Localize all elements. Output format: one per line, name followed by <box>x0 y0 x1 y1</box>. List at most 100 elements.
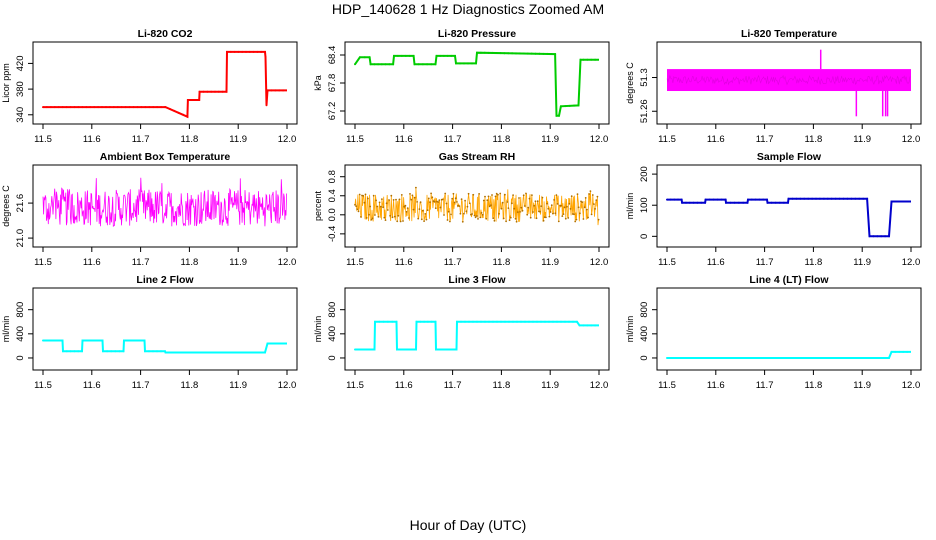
data-point <box>377 215 380 218</box>
data-point <box>378 320 381 323</box>
data-point <box>135 339 138 342</box>
data-point <box>221 90 224 93</box>
data-point <box>407 348 410 351</box>
x-tick-label: 11.8 <box>493 257 511 268</box>
x-tick-label: 11.6 <box>83 134 101 145</box>
data-point <box>519 211 521 213</box>
y-axis-label: kPa <box>313 75 323 91</box>
x-tick-label: 11.9 <box>541 257 559 268</box>
data-point <box>898 350 901 353</box>
data-point <box>554 53 557 56</box>
data-point <box>148 106 151 109</box>
data-point <box>160 350 162 353</box>
data-point <box>815 197 817 200</box>
x-tick-label: 12.0 <box>902 134 921 145</box>
data-point <box>363 56 366 59</box>
data-point <box>444 192 447 195</box>
data-point <box>749 357 752 359</box>
data-point <box>404 204 407 207</box>
data-point <box>430 320 433 323</box>
data-point <box>256 50 259 53</box>
data-point <box>404 54 407 57</box>
data-point <box>564 320 566 323</box>
data-point <box>42 339 44 342</box>
data-point <box>560 204 562 207</box>
data-point <box>569 208 572 210</box>
data-point <box>93 106 96 109</box>
data-point <box>567 217 570 219</box>
data-point <box>190 99 193 101</box>
data-point <box>836 357 839 359</box>
series-line <box>354 187 599 226</box>
data-point <box>782 201 785 204</box>
data-point <box>487 51 490 54</box>
data-point <box>224 351 227 354</box>
data-point <box>402 220 404 222</box>
data-point <box>504 193 506 196</box>
data-point <box>186 99 189 101</box>
data-point <box>460 198 463 201</box>
data-point <box>423 220 425 223</box>
data-point <box>216 351 219 354</box>
data-point <box>373 348 376 351</box>
data-point <box>840 357 843 359</box>
data-point <box>412 208 415 211</box>
data-point <box>476 51 478 54</box>
data-point <box>898 200 901 203</box>
x-tick-label: 11.5 <box>346 380 364 391</box>
data-point <box>531 194 533 197</box>
data-point <box>872 235 875 238</box>
chart-8: Line 4 (LT) Flow 11.5 11.6 11.7 11.8 11.9 12.0… <box>625 274 922 391</box>
data-point <box>713 357 716 359</box>
data-point <box>590 213 593 216</box>
plot-frame <box>656 164 922 248</box>
data-point <box>808 357 811 359</box>
data-point <box>460 320 462 323</box>
data-point <box>446 219 449 221</box>
data-point <box>413 196 416 199</box>
data-point <box>468 320 470 323</box>
y-axis-label: ml/min <box>1 316 11 343</box>
y-tick-label: 800 <box>15 302 26 318</box>
y-tick-label: 21.6 <box>15 194 26 213</box>
data-point <box>563 206 566 209</box>
data-point <box>488 205 491 208</box>
data-point <box>369 205 372 208</box>
chart-5: Sample Flow 11.5 11.6 11.7 11.8 11.9 12.0 0 100 2… <box>625 151 922 268</box>
data-point <box>557 220 560 223</box>
data-point <box>729 201 732 204</box>
data-point <box>442 54 445 57</box>
data-point <box>152 106 155 109</box>
data-point <box>576 193 579 196</box>
data-point <box>468 202 471 205</box>
data-point <box>594 324 597 327</box>
data-point <box>184 351 187 354</box>
y-tick-label: 67.8 <box>327 74 338 93</box>
data-point <box>45 106 48 109</box>
data-point <box>491 194 493 196</box>
data-point <box>509 216 512 219</box>
data-point <box>194 99 197 101</box>
data-point <box>540 205 543 208</box>
data-point <box>832 357 835 359</box>
data-point <box>270 342 273 345</box>
y-tick-label: 420 <box>15 55 26 71</box>
data-point <box>501 201 504 204</box>
data-point <box>278 89 281 92</box>
data-point <box>397 214 400 217</box>
data-point <box>415 320 418 323</box>
data-point <box>413 63 416 66</box>
data-point <box>89 339 92 342</box>
data-point <box>172 351 175 354</box>
data-point <box>577 206 580 209</box>
x-tick-label: 11.8 <box>181 257 199 268</box>
chart-title: Sample Flow <box>757 151 822 163</box>
data-point <box>65 106 68 109</box>
data-point <box>439 348 442 351</box>
data-point <box>587 216 589 219</box>
data-point <box>101 339 104 342</box>
data-point <box>558 114 560 117</box>
data-point <box>741 357 744 359</box>
data-point <box>415 186 417 189</box>
data-point <box>264 351 266 354</box>
